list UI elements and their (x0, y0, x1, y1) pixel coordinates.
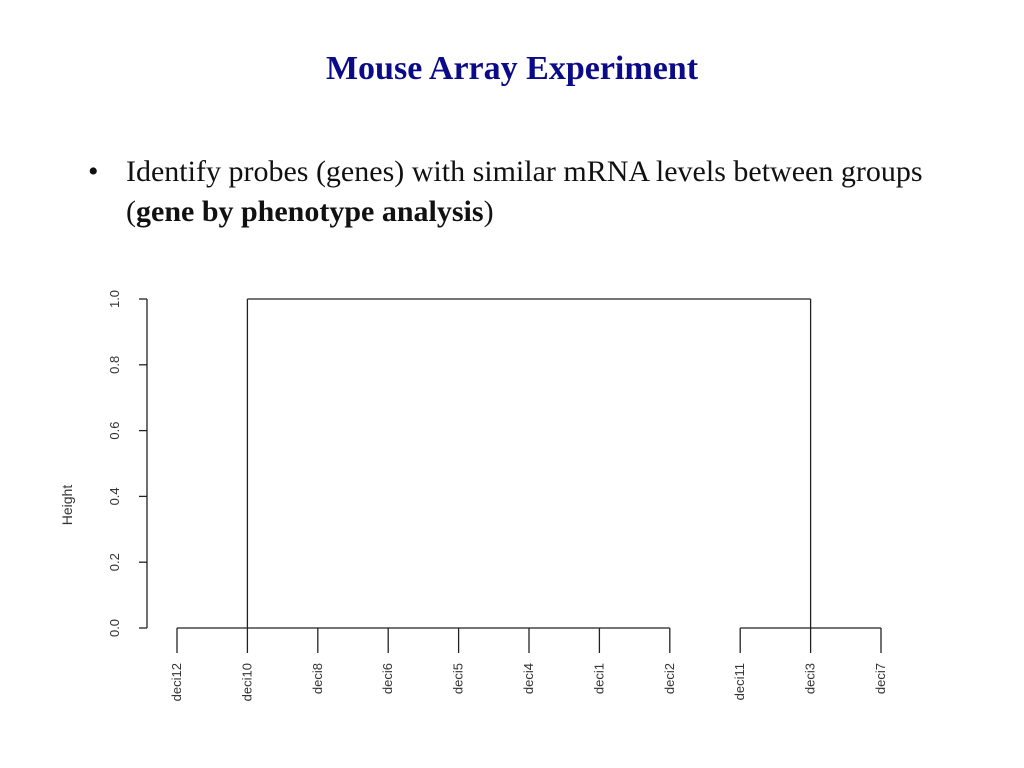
leaf-label-deci2: deci2 (662, 663, 677, 694)
y-tick-label-1: 0.2 (107, 553, 122, 571)
leaf-label-deci6: deci6 (380, 663, 395, 694)
leaf-label-deci10: deci10 (239, 663, 254, 701)
bullet-text-bold: gene by phenotype analysis (136, 195, 484, 228)
dendrogram-links (176, 298, 882, 653)
leaf-label-deci5: deci5 (451, 663, 466, 694)
leaf-label-deci1: deci1 (591, 663, 606, 694)
y-tick-label-5: 1.0 (107, 290, 122, 308)
leaf-label-deci3: deci3 (803, 663, 818, 694)
leaf-labels: deci12 deci10 deci8 deci6 deci5 deci4 deci1 dec… (169, 663, 888, 701)
y-axis-label: Height (59, 485, 75, 526)
bullet-list: • Identify probes (genes) with similar m… (88, 152, 968, 232)
bullet-item: • Identify probes (genes) with similar m… (88, 152, 968, 232)
y-tick-label-2: 0.4 (107, 487, 122, 505)
y-axis: 0.0 0.2 0.4 0.6 0.8 1.0 (107, 290, 148, 637)
leaf-label-deci11: deci11 (732, 663, 747, 700)
leaf-label-deci4: deci4 (521, 663, 536, 694)
bullet-dot-icon: • (88, 155, 99, 188)
y-tick-label-0: 0.0 (107, 619, 122, 637)
slide-title: Mouse Array Experiment (325, 50, 699, 87)
leaf-label-deci7: deci7 (873, 663, 888, 694)
leaf-label-deci12: deci12 (169, 663, 184, 701)
y-tick-label-4: 0.8 (107, 356, 122, 374)
y-tick-label-3: 0.6 (107, 422, 122, 440)
leaf-label-deci8: deci8 (310, 663, 325, 694)
bullet-text-after: ) (483, 195, 494, 228)
bullet-text-before: Identify probes (genes) with similar mRN… (126, 155, 923, 228)
